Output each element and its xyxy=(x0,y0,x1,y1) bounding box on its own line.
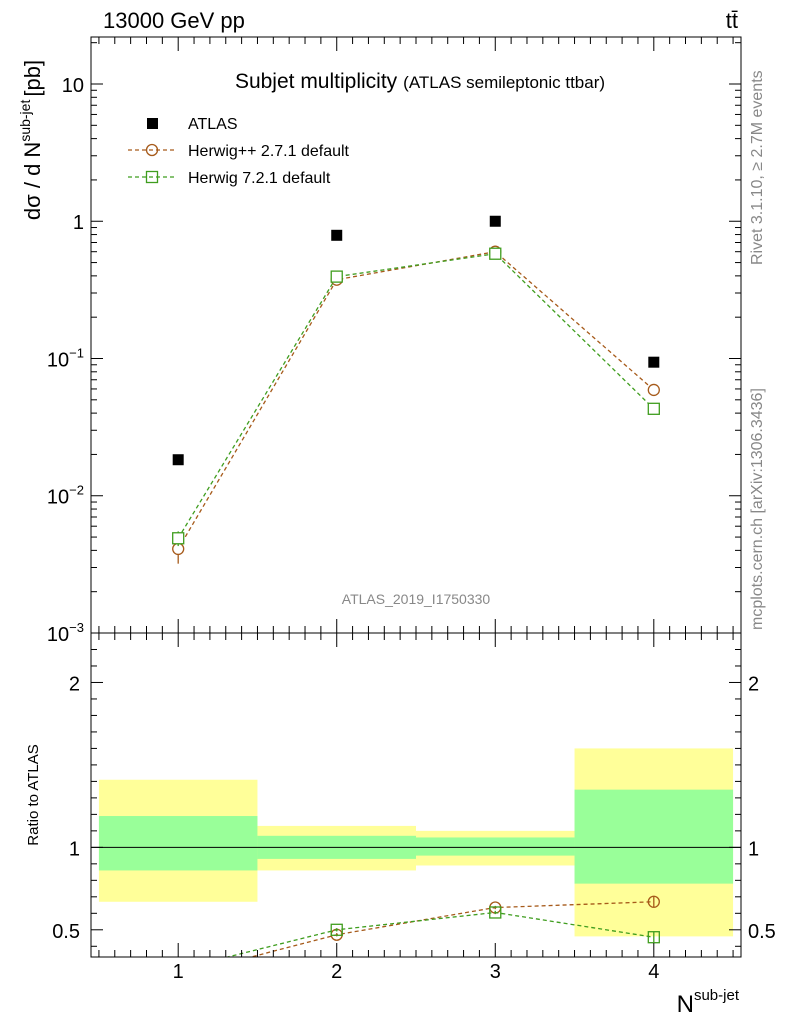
energy-label: 13000 GeV pp xyxy=(103,8,245,33)
uncertainty-band-inner xyxy=(574,789,734,884)
x-axis-label: Nsub-jet xyxy=(677,987,740,1018)
data-point xyxy=(331,229,343,241)
mc-point xyxy=(489,247,502,260)
mc-point xyxy=(330,270,343,283)
y-tick-label: 10 xyxy=(62,75,84,97)
y-axis-label: dσ / d Nsub-jet [pb] xyxy=(17,60,45,220)
main-panel: 10 1 10−1 10−2 10−3 Subjet multiplicity (ATLA… xyxy=(17,36,742,646)
x-tick-label: 1 xyxy=(173,961,184,983)
y-axis-label-main: dσ / d N xyxy=(20,142,45,220)
ratio-point xyxy=(330,923,343,936)
ratio-point xyxy=(647,895,660,908)
ratio-y-label: Ratio to ATLAS xyxy=(25,744,42,845)
series-line xyxy=(177,251,655,550)
rivet-label: Rivet 3.1.10, ≥ 2.7M events xyxy=(749,70,766,265)
legend-marker-herwigpp xyxy=(145,143,159,157)
x-tick-label: 4 xyxy=(648,961,659,983)
mc-point xyxy=(647,383,660,397)
mc-point xyxy=(172,532,185,545)
ratio-y-tick-label: 1 xyxy=(69,838,80,860)
y-tick-label: 10−1 xyxy=(47,345,84,371)
plot-title: Subjet multiplicity (ATLAS semileptonic t… xyxy=(235,70,605,93)
legend: ATLAS Herwig++ 2.7.1 default Herwig 7.2.… xyxy=(128,116,350,187)
ratio-y-tick-label: 2 xyxy=(69,673,80,695)
y-tick-label: 1 xyxy=(73,212,84,234)
ratio-y-tick-label: 0.5 xyxy=(52,921,80,943)
ratio-y-tick-label-right: 2 xyxy=(748,673,759,695)
legend-label-atlas: ATLAS xyxy=(188,116,238,133)
ratio-y-tick-label-right: 0.5 xyxy=(748,921,776,943)
plot-title-main: Subjet multiplicity xyxy=(235,70,398,93)
plot-title-sub: (ATLAS semileptonic ttbar) xyxy=(403,73,605,92)
legend-marker-atlas xyxy=(147,118,158,129)
x-tick-label: 2 xyxy=(331,961,342,983)
series-line xyxy=(177,253,655,539)
y-axis-label-unit: [pb] xyxy=(20,60,45,97)
data-point xyxy=(172,454,184,466)
data-point xyxy=(648,356,660,368)
ratio-y-tick-label-right: 1 xyxy=(748,838,759,860)
y-axis-label-sup: sub-jet xyxy=(17,100,33,142)
watermark-label: ATLAS_2019_I1750330 xyxy=(342,591,491,607)
ratio-point xyxy=(489,906,502,919)
legend-label-herwig7: Herwig 7.2.1 default xyxy=(188,170,331,187)
legend-marker-herwig7 xyxy=(145,170,159,184)
mcplots-label: mcplots.cern.ch [arXiv:1306.3436] xyxy=(749,388,766,630)
data-point xyxy=(489,215,501,227)
x-axis-label-sup: sub-jet xyxy=(694,987,740,1004)
x-axis-label-main: N xyxy=(677,991,694,1018)
y-tick-label: 10−3 xyxy=(47,620,84,646)
process-label: tt̄ xyxy=(726,8,738,33)
x-tick-label: 3 xyxy=(490,961,501,983)
legend-label-herwigpp: Herwig++ 2.7.1 default xyxy=(188,143,350,160)
uncertainty-band-inner xyxy=(416,837,575,856)
mc-point xyxy=(647,402,660,415)
uncertainty-band-inner xyxy=(98,816,258,871)
y-tick-label: 10−2 xyxy=(47,483,84,509)
ratio-panel: 2 2 1 1 0.5 0.5 1 2 3 4 Ratio to ATLAS Nsub-jet xyxy=(25,632,776,1018)
ratio-point xyxy=(647,931,660,944)
